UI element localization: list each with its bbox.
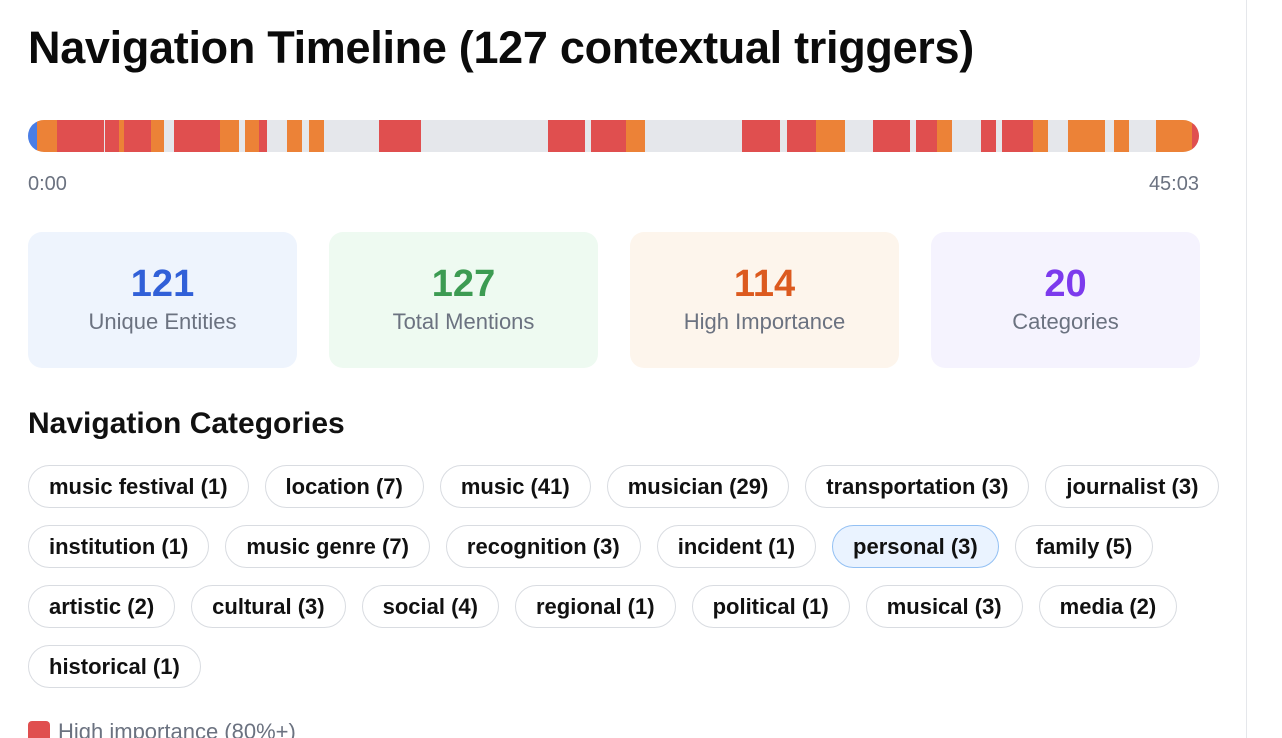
- timeline-segment-high[interactable]: [981, 120, 997, 152]
- stat-value: 20: [1044, 263, 1087, 305]
- timeline-end-label: 45:03: [1148, 173, 1199, 195]
- timeline-start-label: 0:00: [28, 173, 67, 195]
- timeline-segment-low[interactable]: [28, 120, 38, 152]
- timeline-segment-high[interactable]: [547, 120, 586, 152]
- category-chip[interactable]: family (5): [1014, 525, 1154, 568]
- category-chip[interactable]: music festival (1): [28, 465, 249, 508]
- category-chip[interactable]: transportation (3): [805, 465, 1030, 508]
- legend-swatch-high: [28, 721, 50, 738]
- category-chip[interactable]: cultural (3): [191, 585, 346, 628]
- category-chip[interactable]: personal (3): [832, 525, 999, 568]
- timeline-segment-medium[interactable]: [150, 120, 164, 152]
- stat-label: Categories: [1012, 309, 1119, 334]
- category-chip[interactable]: artistic (2): [28, 585, 176, 628]
- timeline-segment-high[interactable]: [379, 120, 422, 152]
- timeline-segment-high[interactable]: [1002, 120, 1033, 152]
- timeline-segment-medium[interactable]: [1155, 120, 1192, 152]
- timeline-segment-medium[interactable]: [309, 120, 325, 152]
- timeline-segment-high[interactable]: [1191, 120, 1199, 152]
- timeline-segment-medium[interactable]: [626, 120, 646, 152]
- category-chip[interactable]: incident (1): [656, 525, 817, 568]
- timeline-segment-medium[interactable]: [1067, 120, 1106, 152]
- stat-label: Unique Entities: [88, 309, 237, 334]
- timeline-segment-high[interactable]: [915, 120, 937, 152]
- timeline-segment-high[interactable]: [258, 120, 267, 152]
- category-chip[interactable]: political (1): [691, 585, 850, 628]
- timeline-segment-high[interactable]: [57, 120, 105, 152]
- timeline-segment-medium[interactable]: [220, 120, 239, 152]
- stat-card-high-importance: 114 High Importance: [630, 232, 899, 368]
- categories-heading: Navigation Categories: [28, 407, 345, 440]
- timeline-segment-medium[interactable]: [286, 120, 302, 152]
- timeline-segment-medium[interactable]: [1113, 120, 1129, 152]
- category-chip[interactable]: regional (1): [515, 585, 676, 628]
- stat-label: High Importance: [683, 309, 846, 334]
- timeline-segment-high[interactable]: [786, 120, 817, 152]
- timeline-segment-medium[interactable]: [1032, 120, 1048, 152]
- stat-value: 121: [130, 263, 195, 305]
- timeline-segment-high[interactable]: [591, 120, 627, 152]
- category-chip[interactable]: historical (1): [28, 645, 201, 688]
- timeline-segment-medium[interactable]: [816, 120, 846, 152]
- category-chip-list: music festival (1) location (7) music (4…: [28, 465, 1228, 688]
- category-chip[interactable]: music (41): [439, 465, 591, 508]
- timeline-segment-medium[interactable]: [244, 120, 259, 152]
- timeline-segment-high[interactable]: [124, 120, 151, 152]
- category-chip[interactable]: social (4): [361, 585, 499, 628]
- category-chip[interactable]: musical (3): [865, 585, 1023, 628]
- stat-value: 127: [431, 263, 496, 305]
- timeline-segment-high[interactable]: [873, 120, 910, 152]
- stat-label: Total Mentions: [392, 309, 535, 334]
- category-chip[interactable]: musician (29): [606, 465, 790, 508]
- legend-label-high: High importance (80%+): [58, 719, 296, 738]
- timeline-segment-high[interactable]: [742, 120, 780, 152]
- category-chip[interactable]: media (2): [1038, 585, 1178, 628]
- stat-card-unique-entities: 121 Unique Entities: [28, 232, 297, 368]
- timeline-track[interactable]: [28, 120, 1199, 152]
- panel-divider: [1246, 0, 1247, 738]
- timeline-segment-high[interactable]: [174, 120, 221, 152]
- page-title: Navigation Timeline (127 contextual trig…: [28, 22, 974, 73]
- stat-value: 114: [733, 263, 796, 305]
- category-chip[interactable]: journalist (3): [1045, 465, 1220, 508]
- timeline-segment-medium[interactable]: [119, 120, 124, 152]
- timeline-segment-high[interactable]: [105, 120, 120, 152]
- category-chip[interactable]: institution (1): [28, 525, 210, 568]
- timeline-segment-medium[interactable]: [37, 120, 58, 152]
- stat-card-categories: 20 Categories: [931, 232, 1200, 368]
- category-chip[interactable]: location (7): [264, 465, 424, 508]
- category-chip[interactable]: recognition (3): [445, 525, 641, 568]
- legend: High importance (80%+): [28, 719, 296, 738]
- timeline-segment-medium[interactable]: [936, 120, 952, 152]
- stat-card-total-mentions: 127 Total Mentions: [329, 232, 598, 368]
- category-chip[interactable]: music genre (7): [225, 525, 430, 568]
